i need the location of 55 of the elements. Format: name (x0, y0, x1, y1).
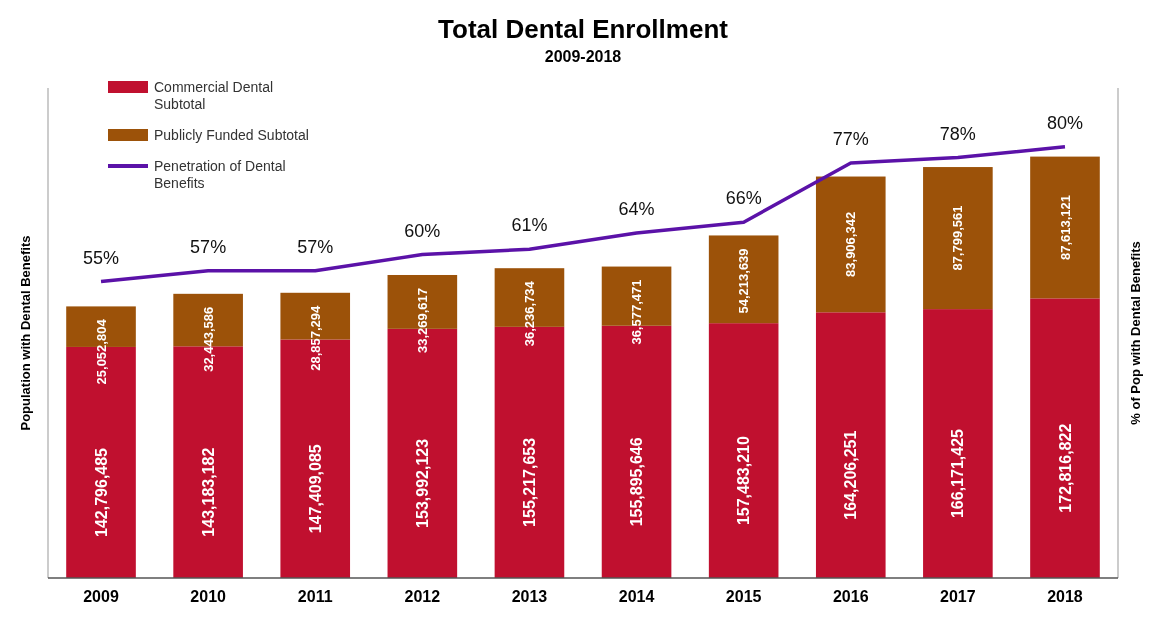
bar (815, 312, 886, 578)
data-label: 60% (404, 220, 441, 241)
x-tick-label: 2010 (190, 588, 227, 605)
data-label: 36,577,471 (629, 279, 645, 345)
x-tick-label: 2015 (725, 588, 762, 605)
chart-title: Total Dental Enrollment (438, 14, 729, 44)
data-label: 164,206,251 (842, 430, 860, 520)
data-label: 172,816,822 (1056, 423, 1074, 513)
data-label: 77% (832, 128, 869, 149)
data-label: 78% (939, 123, 976, 144)
x-tick-label: 2012 (404, 588, 441, 605)
data-label: 80% (1046, 112, 1083, 133)
y2-axis-title: % of Pop with Dental Benefits (1128, 241, 1143, 425)
data-label: 25,052,804 (93, 318, 109, 385)
bar (923, 167, 993, 310)
data-label: 36,236,734 (522, 280, 537, 347)
data-label: 157,483,210 (735, 436, 753, 526)
bar (923, 309, 993, 578)
data-label: 143,183,182 (199, 447, 217, 537)
data-label: 153,992,123 (413, 438, 431, 528)
x-tick-label: 2016 (832, 588, 869, 605)
x-tick-label: 2017 (940, 588, 976, 605)
data-label: 155,217,653 (521, 437, 539, 527)
x-tick-label: 2018 (1047, 588, 1083, 605)
data-label: 147,409,085 (306, 444, 324, 534)
data-label: 166,171,425 (949, 428, 967, 519)
data-label: 87,613,121 (1057, 194, 1073, 261)
data-label: 83,906,342 (843, 211, 859, 277)
bar (1030, 156, 1100, 299)
data-label: 64% (618, 199, 655, 220)
x-tick-label: 2011 (297, 588, 333, 605)
x-tick-label: 2014 (618, 588, 655, 605)
data-label: 155,895,646 (628, 437, 646, 527)
data-label: 32,443,586 (200, 306, 216, 372)
data-label: 87,799,561 (950, 205, 966, 271)
data-label: 57% (190, 236, 227, 257)
legend-label: Publicly Funded Subtotal (154, 127, 309, 143)
data-label: 61% (511, 215, 548, 236)
data-label: 28,857,294 (307, 304, 323, 371)
bar (708, 235, 779, 324)
data-label: 55% (83, 247, 120, 268)
y-axis-title: Population with Dental Benefits (18, 235, 33, 431)
bar (815, 176, 886, 313)
x-tick-label: 2009 (83, 588, 119, 605)
data-label: 57% (297, 236, 334, 257)
data-label: 142,796,485 (92, 447, 110, 537)
data-label: 66% (725, 188, 762, 209)
legend-label: Penetration of Dental Benefits (154, 158, 286, 191)
chart-subtitle: 2009-2018 (544, 48, 622, 65)
bar (1030, 298, 1100, 578)
x-tick-label: 2013 (511, 588, 548, 605)
data-label: 54,213,639 (736, 248, 752, 314)
bar (708, 323, 779, 578)
legend-label: Commercial Dental Subtotal (154, 79, 274, 112)
data-label: 33,269,617 (414, 287, 430, 354)
